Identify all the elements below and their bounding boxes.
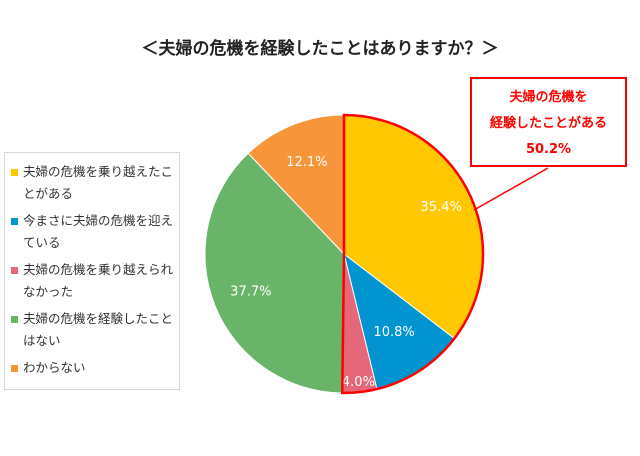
- pie-slice-unknown: [247, 114, 345, 256]
- legend-label-failed: 夫婦の危機を乗り越えられなかった: [23, 262, 174, 299]
- data-label-overcame: 35.4%: [421, 200, 462, 215]
- legend: 夫婦の危機を乗り越えたことがある 今まさに夫婦の危機を迎えている 夫婦の危機を乗…: [4, 152, 180, 390]
- legend-label-never: 夫婦の危機を経験したことはない: [23, 311, 174, 348]
- callout-line-1: 夫婦の危機を: [509, 90, 588, 105]
- callout-line-2: 経験したことがある: [489, 116, 607, 131]
- data-label-never: 37.7%: [230, 285, 271, 300]
- data-label-unknown: 12.1%: [286, 155, 327, 170]
- callout-box: 夫婦の危機を 経験したことがある 50.2%: [470, 77, 627, 167]
- experienced-outline: [340, 113, 485, 395]
- legend-label-currently: 今まさに夫婦の危機を迎えている: [23, 213, 174, 250]
- legend-swatch-failed: [11, 267, 18, 274]
- legend-swatch-unknown: [11, 365, 18, 372]
- legend-swatch-overcame: [11, 169, 18, 176]
- pie-slice-never: [204, 152, 345, 394]
- legend-item-unknown: わからない: [11, 357, 175, 379]
- chart-title: ＜夫婦の危機を経験したことはありますか？＞: [141, 39, 499, 59]
- data-label-currently: 10.8%: [373, 325, 414, 340]
- data-label-failed: 4.0%: [342, 375, 375, 390]
- legend-swatch-currently: [11, 218, 18, 225]
- legend-item-failed: 夫婦の危機を乗り越えられなかった: [11, 259, 175, 303]
- legend-label-unknown: わからない: [23, 360, 86, 375]
- legend-item-currently: 今まさに夫婦の危機を迎えている: [11, 210, 175, 254]
- legend-label-overcame: 夫婦の危機を乗り越えたことがある: [23, 164, 174, 201]
- legend-item-overcame: 夫婦の危機を乗り越えたことがある: [11, 161, 175, 205]
- legend-swatch-never: [11, 316, 18, 323]
- callout-line-3: 50.2%: [525, 142, 572, 157]
- legend-item-never: 夫婦の危機を経験したことはない: [11, 308, 175, 352]
- callout-leader-line: [473, 167, 549, 211]
